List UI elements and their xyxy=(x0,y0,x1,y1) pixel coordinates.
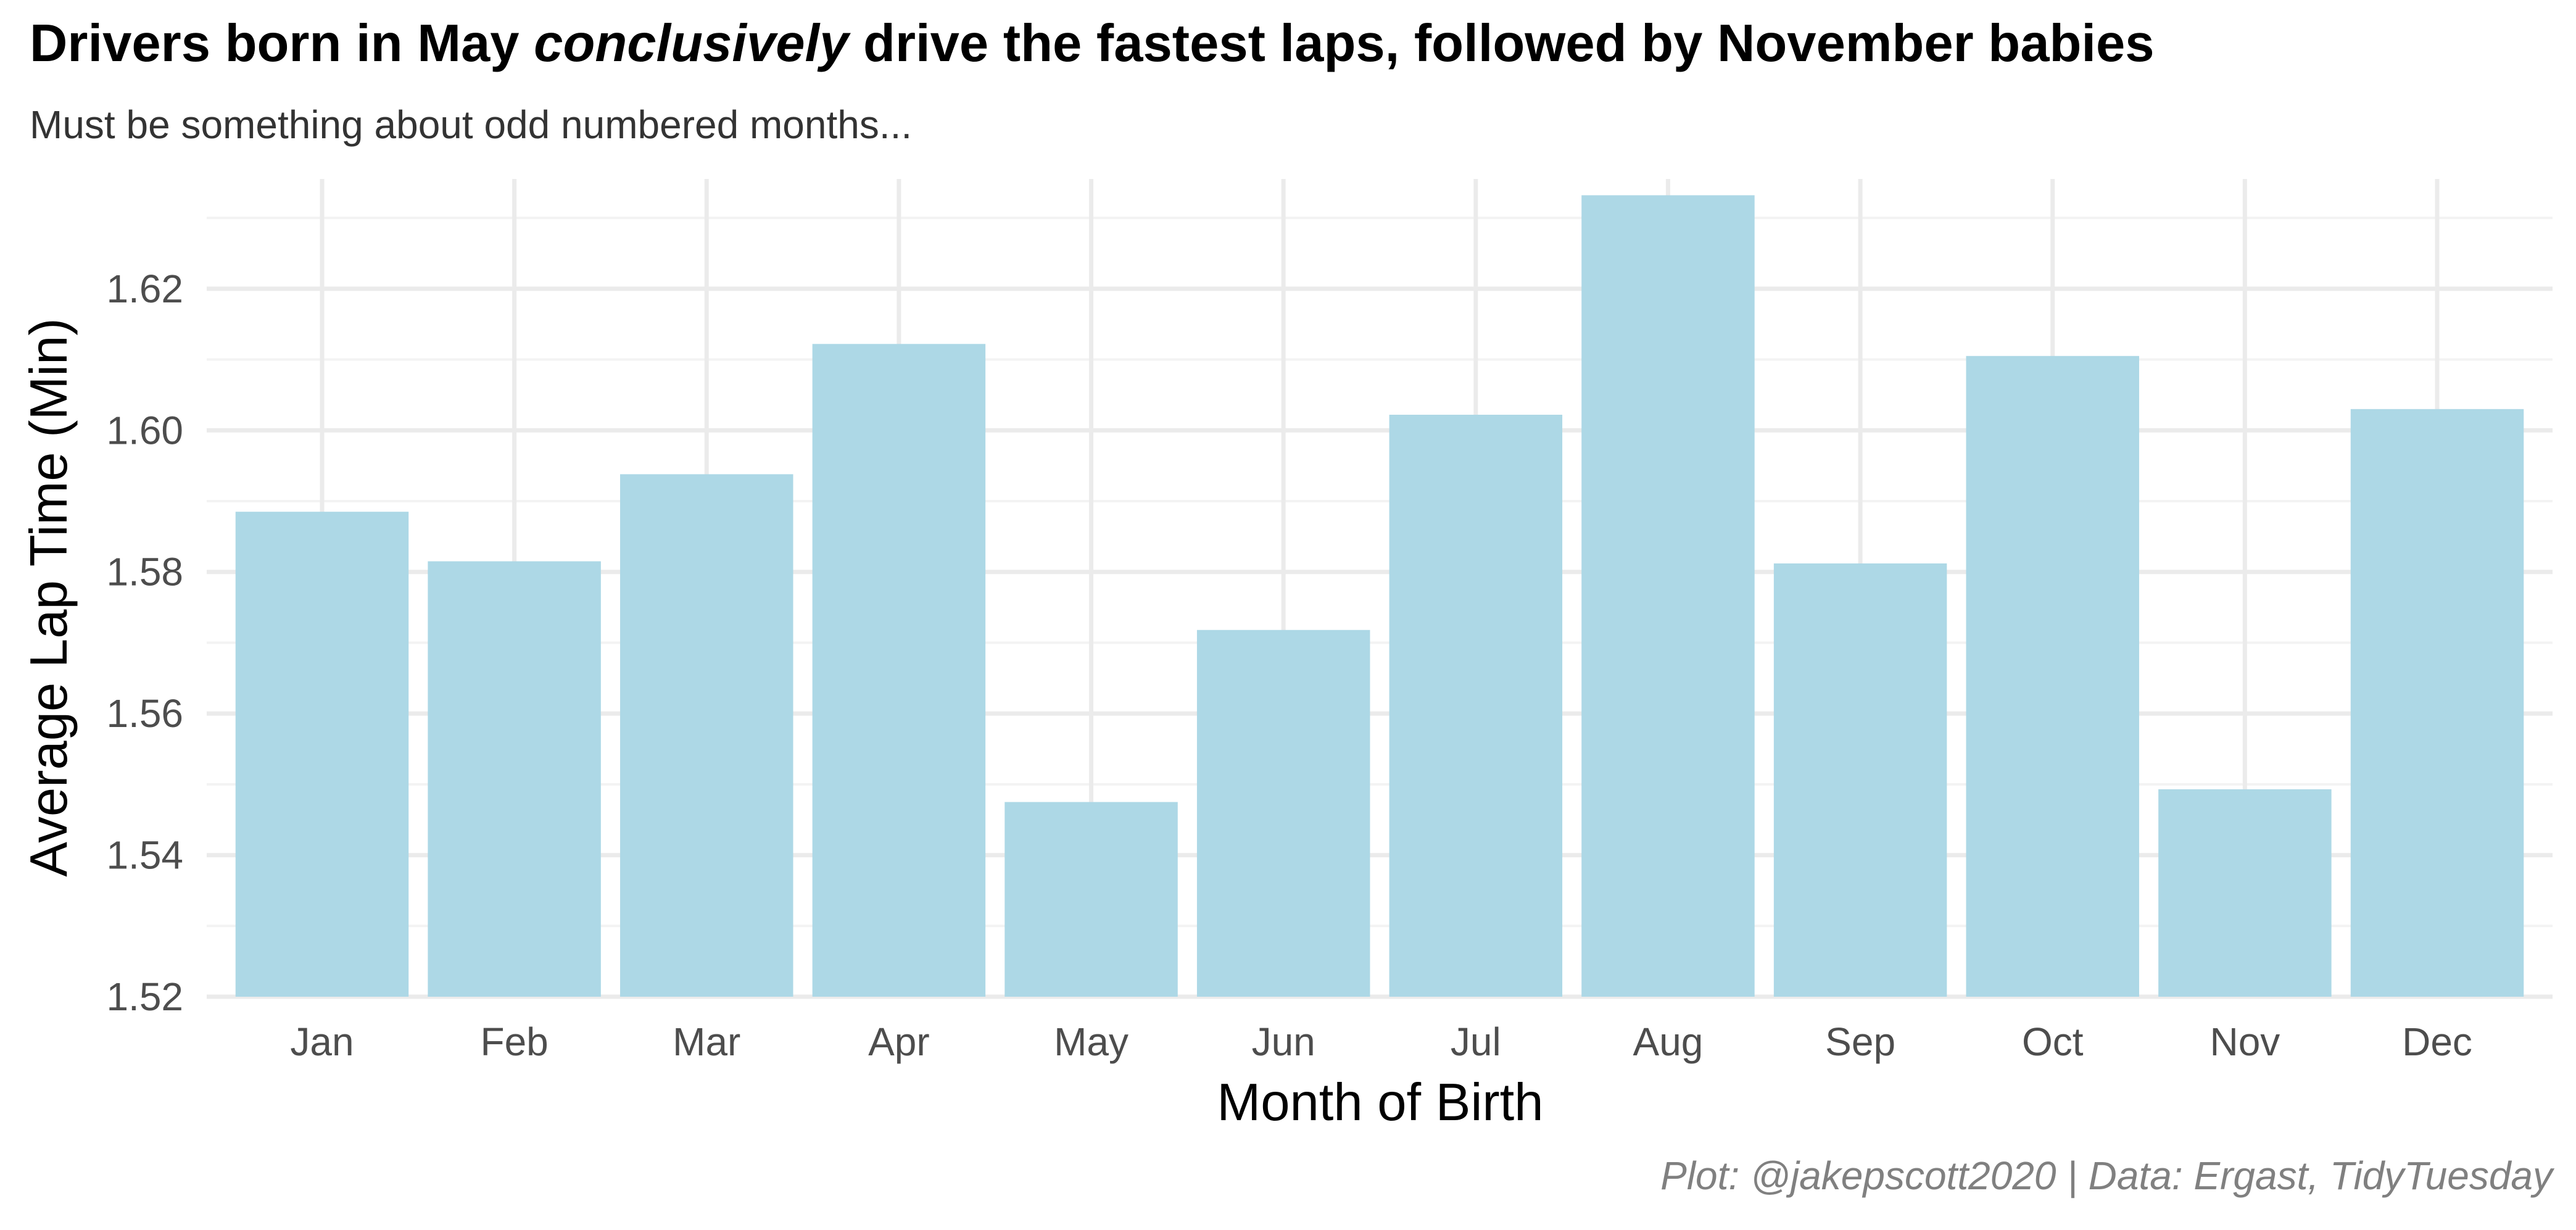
bar-jan xyxy=(235,512,409,997)
bar-feb xyxy=(428,561,601,997)
x-tick-label: Jan xyxy=(290,1020,354,1064)
x-tick-label: Jul xyxy=(1451,1020,1501,1064)
y-tick-label: 1.60 xyxy=(106,408,183,452)
title-emphasis: conclusively xyxy=(534,14,849,73)
x-axis-ticks: Jan Feb Mar Apr May Jun Jul Aug Sep Oct Nov Dec xyxy=(290,1020,2472,1064)
x-tick-label: May xyxy=(1054,1020,1129,1064)
y-tick-label: 1.58 xyxy=(106,550,183,594)
bar-sep xyxy=(1773,563,1947,997)
bars xyxy=(235,195,2524,997)
bar-jul xyxy=(1389,415,1563,997)
y-tick-label: 1.56 xyxy=(106,691,183,736)
x-tick-label: Oct xyxy=(2022,1020,2084,1064)
x-tick-label: Feb xyxy=(480,1020,548,1064)
bar-aug xyxy=(1581,195,1755,997)
y-tick-label: 1.54 xyxy=(106,833,183,878)
bar-apr xyxy=(812,344,986,997)
x-tick-label: Aug xyxy=(1633,1020,1704,1064)
y-tick-label: 1.62 xyxy=(106,267,183,311)
chart-subtitle: Must be something about odd numbered mon… xyxy=(30,102,913,147)
y-axis-ticks: 1.52 1.54 1.56 1.58 1.60 1.62 xyxy=(106,267,183,1019)
chart-title: Drivers born in May conclusively drive t… xyxy=(30,14,2155,74)
y-tick-label: 1.52 xyxy=(106,974,183,1019)
bar-oct xyxy=(1966,355,2139,997)
x-tick-label: Apr xyxy=(868,1020,930,1064)
title-part-1: Drivers born in May xyxy=(30,14,534,73)
x-tick-label: Nov xyxy=(2209,1020,2280,1064)
x-tick-label: Mar xyxy=(673,1020,740,1064)
bar-jun xyxy=(1196,630,1370,997)
x-tick-label: Jun xyxy=(1252,1020,1315,1064)
x-axis-title: Month of Birth xyxy=(1217,1073,1543,1132)
bar-nov xyxy=(2158,789,2332,997)
y-axis-title: Average Lap Time (Min) xyxy=(20,318,78,877)
x-tick-label: Sep xyxy=(1825,1020,1895,1064)
x-tick-label: Dec xyxy=(2402,1020,2472,1064)
chart-caption: Plot: @jakepscott2020 | Data: Ergast, Ti… xyxy=(1660,1153,2553,1198)
bar-dec xyxy=(2350,409,2524,997)
title-part-2: drive the fastest laps, followed by Nove… xyxy=(848,14,2155,73)
bar-may xyxy=(1004,802,1178,997)
bar-mar xyxy=(620,474,793,997)
